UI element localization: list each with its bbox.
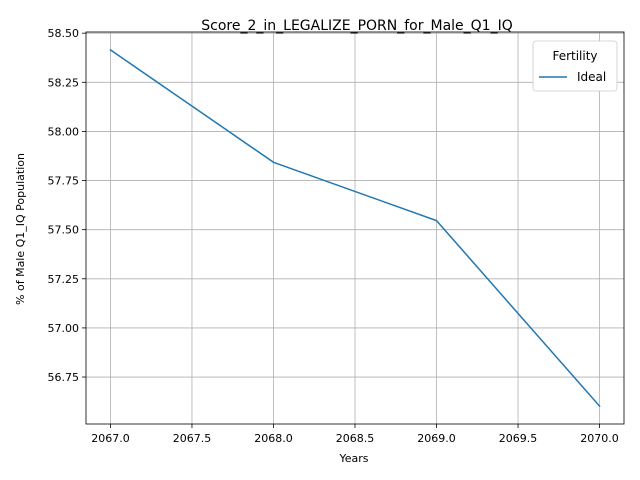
x-tick-label: 2067.0 <box>91 432 130 445</box>
y-tick-label: 58.50 <box>48 27 80 40</box>
chart-title: Score_2_in_LEGALIZE_PORN_for_Male_Q1_IQ <box>201 18 512 34</box>
x-tick-label: 2067.5 <box>173 432 212 445</box>
y-tick-label: 57.50 <box>48 224 80 237</box>
y-tick-label: 58.00 <box>48 125 80 138</box>
x-tick-label: 2069.0 <box>417 432 456 445</box>
legend-title: Fertility <box>552 49 597 63</box>
series-layer <box>109 48 601 408</box>
x-axis-label: Years <box>338 452 368 465</box>
series-line-ideal <box>109 48 601 408</box>
y-axis-label: % of Male Q1_IQ Population <box>14 153 27 305</box>
y-tick-label: 58.25 <box>48 76 80 89</box>
grid <box>86 32 624 424</box>
y-tick-label: 56.75 <box>48 371 80 384</box>
legend-box <box>532 40 618 92</box>
legend-label-ideal: Ideal <box>577 70 606 84</box>
x-axis-ticks: 2067.0 2067.5 2068.0 2068.5 2069.0 2069.5 2070… <box>91 424 619 445</box>
x-tick-label: 2069.5 <box>499 432 538 445</box>
x-tick-label: 2068.0 <box>254 432 293 445</box>
x-tick-label: 2068.5 <box>336 432 375 445</box>
x-tick-label: 2070.0 <box>580 432 619 445</box>
y-tick-label: 57.25 <box>48 273 80 286</box>
y-axis-ticks: 56.75 57.00 57.25 57.50 57.75 58.00 58.25 58.50 <box>48 27 86 384</box>
y-tick-label: 57.00 <box>48 322 80 335</box>
y-tick-label: 57.75 <box>48 175 80 188</box>
legend: Fertility Ideal <box>532 40 618 92</box>
